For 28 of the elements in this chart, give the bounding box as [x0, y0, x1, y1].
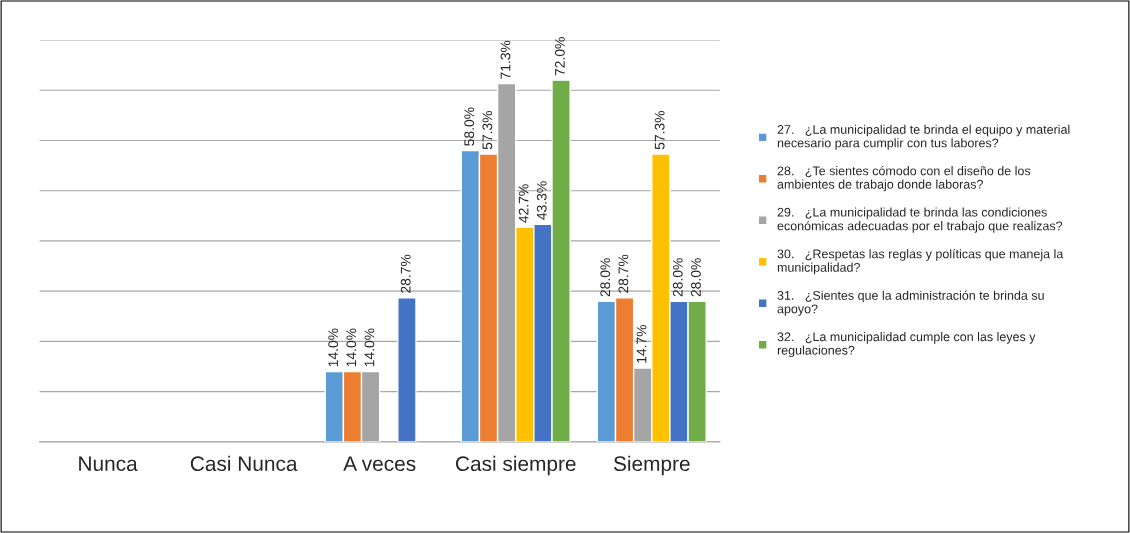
data-label: 28.7%: [400, 254, 411, 293]
data-label: 14.7%: [636, 324, 647, 363]
data-label: 14.0%: [364, 328, 375, 367]
data-label: 58.0%: [464, 107, 475, 146]
data-label: 28.0%: [672, 258, 683, 297]
x-tick-label: Casi Nunca: [190, 455, 298, 472]
x-tick-label: Nunca: [79, 456, 138, 472]
x-tick-label: Casi siempre: [456, 455, 576, 476]
x-tick-label: A veces: [343, 456, 416, 472]
data-label: 72.0%: [554, 37, 565, 76]
legend-label: 31. ¿Sientes que la administración te brinda su apoyo?: [777, 290, 1044, 316]
data-label: 42.7%: [518, 184, 529, 223]
data-label: 14.0%: [346, 328, 357, 367]
data-label: 57.3%: [482, 110, 493, 150]
data-label: 71.3%: [500, 40, 511, 79]
legend-label: 27. ¿La municipalidad te brinda el equipo y material necesario para cumplir con tus labores?: [777, 124, 1070, 150]
legend-label: 32. ¿La municipalidad cumple con las leyes y regulaciones?: [777, 332, 1036, 358]
data-label: 28.7%: [618, 254, 629, 293]
data-label: 28.0%: [691, 258, 701, 297]
data-label: 14.0%: [328, 328, 339, 367]
legend-label: 29. ¿La municipalidad te brinda las condiciones económicas adecuadas por el trabajo que realizas?: [777, 207, 1063, 233]
data-label: 28.0%: [600, 258, 611, 297]
data-label: 43.3%: [536, 181, 547, 220]
x-tick-label: Siempre: [613, 455, 690, 476]
data-label: 57.3%: [654, 110, 665, 150]
legend-label: 30. ¿Respetas las reglas y políticas que maneja la municipalidad?: [777, 248, 1064, 275]
bar: [397, 296, 417, 442]
legend-label: 28. ¿Te sientes cómodo con el diseño de los ambientes de trabajo donde laboras?: [777, 165, 1031, 192]
